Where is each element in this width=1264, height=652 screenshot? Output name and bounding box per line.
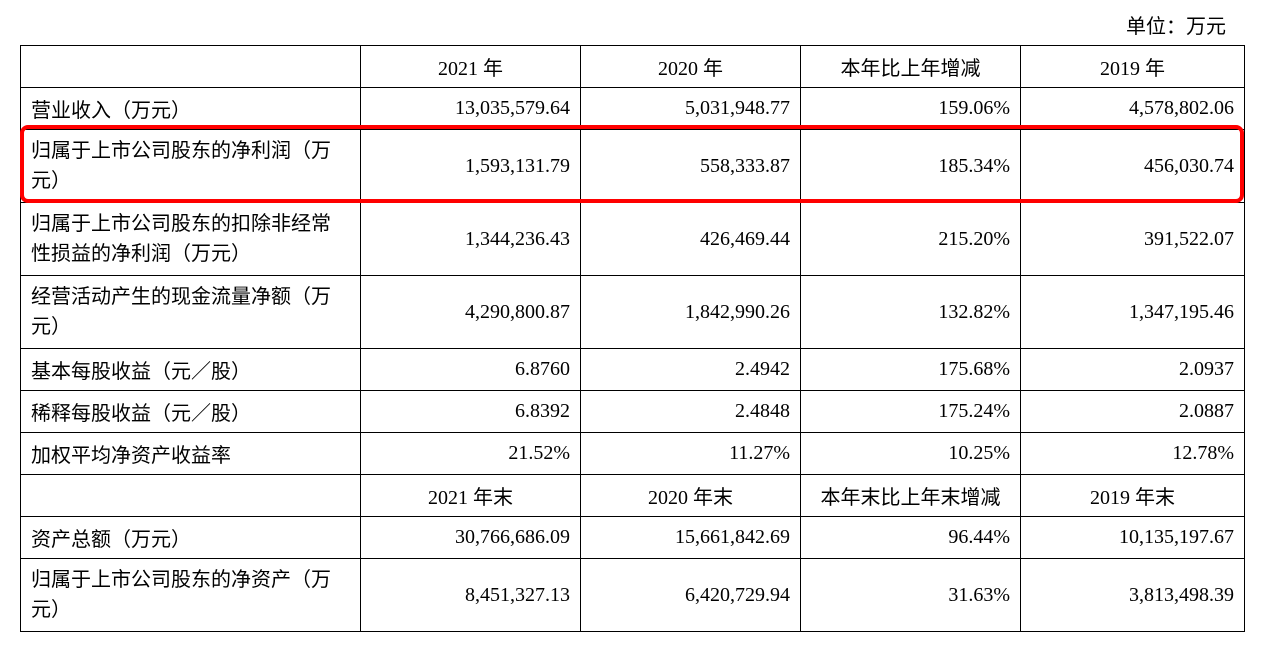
row-label: 归属于上市公司股东的扣除非经常性损益的净利润（万元） xyxy=(21,203,361,276)
column-header: 2021 年末 xyxy=(361,475,581,517)
table-header-row: 2021 年末2020 年末本年末比上年末增减2019 年末 xyxy=(21,475,1245,517)
cell-value: 5,031,948.77 xyxy=(581,88,801,130)
row-label: 基本每股收益（元／股） xyxy=(21,349,361,391)
table-row: 加权平均净资产收益率21.52%11.27%10.25%12.78% xyxy=(21,433,1245,475)
row-label: 资产总额（万元） xyxy=(21,517,361,559)
row-label: 稀释每股收益（元／股） xyxy=(21,391,361,433)
cell-value: 21.52% xyxy=(361,433,581,475)
cell-value: 30,766,686.09 xyxy=(361,517,581,559)
table-row: 资产总额（万元）30,766,686.0915,661,842.6996.44%… xyxy=(21,517,1245,559)
cell-value: 6.8392 xyxy=(361,391,581,433)
cell-value: 132.82% xyxy=(801,276,1021,349)
cell-value: 2.0937 xyxy=(1021,349,1245,391)
cell-value: 13,035,579.64 xyxy=(361,88,581,130)
cell-value: 391,522.07 xyxy=(1021,203,1245,276)
cell-value: 4,578,802.06 xyxy=(1021,88,1245,130)
cell-value: 11.27% xyxy=(581,433,801,475)
cell-value: 96.44% xyxy=(801,517,1021,559)
cell-value: 8,451,327.13 xyxy=(361,559,581,632)
cell-value: 31.63% xyxy=(801,559,1021,632)
table-row: 稀释每股收益（元／股）6.83922.4848175.24%2.0887 xyxy=(21,391,1245,433)
table-row: 营业收入（万元）13,035,579.645,031,948.77159.06%… xyxy=(21,88,1245,130)
column-header: 本年比上年增减 xyxy=(801,46,1021,88)
cell-value: 185.34% xyxy=(801,130,1021,203)
table-row: 基本每股收益（元／股）6.87602.4942175.68%2.0937 xyxy=(21,349,1245,391)
cell-value: 10,135,197.67 xyxy=(1021,517,1245,559)
table-row: 经营活动产生的现金流量净额（万元）4,290,800.871,842,990.2… xyxy=(21,276,1245,349)
cell-value: 215.20% xyxy=(801,203,1021,276)
column-header: 2019 年末 xyxy=(1021,475,1245,517)
cell-value: 426,469.44 xyxy=(581,203,801,276)
table-row: 归属于上市公司股东的净利润（万元）1,593,131.79558,333.871… xyxy=(21,130,1245,203)
cell-value: 15,661,842.69 xyxy=(581,517,801,559)
unit-label: 单位：万元 xyxy=(20,10,1226,39)
table-row: 归属于上市公司股东的扣除非经常性损益的净利润（万元）1,344,236.4342… xyxy=(21,203,1245,276)
row-label: 归属于上市公司股东的净利润（万元） xyxy=(21,130,361,203)
table-header-row: 2021 年2020 年本年比上年增减2019 年 xyxy=(21,46,1245,88)
row-label: 经营活动产生的现金流量净额（万元） xyxy=(21,276,361,349)
cell-value: 1,347,195.46 xyxy=(1021,276,1245,349)
cell-value: 2.4942 xyxy=(581,349,801,391)
financial-table: 2021 年2020 年本年比上年增减2019 年营业收入（万元）13,035,… xyxy=(20,45,1245,632)
row-label: 加权平均净资产收益率 xyxy=(21,433,361,475)
column-header: 2020 年 xyxy=(581,46,801,88)
column-header: 2021 年 xyxy=(361,46,581,88)
cell-value: 4,290,800.87 xyxy=(361,276,581,349)
cell-value: 175.24% xyxy=(801,391,1021,433)
cell-value: 558,333.87 xyxy=(581,130,801,203)
cell-value: 2.4848 xyxy=(581,391,801,433)
cell-value: 3,813,498.39 xyxy=(1021,559,1245,632)
cell-value: 1,344,236.43 xyxy=(361,203,581,276)
column-header: 2019 年 xyxy=(1021,46,1245,88)
cell-value: 6.8760 xyxy=(361,349,581,391)
column-header: 2020 年末 xyxy=(581,475,801,517)
table-wrap: 2021 年2020 年本年比上年增减2019 年营业收入（万元）13,035,… xyxy=(20,45,1244,632)
cell-value: 10.25% xyxy=(801,433,1021,475)
cell-value: 6,420,729.94 xyxy=(581,559,801,632)
cell-value: 456,030.74 xyxy=(1021,130,1245,203)
row-label: 归属于上市公司股东的净资产（万元） xyxy=(21,559,361,632)
cell-value: 2.0887 xyxy=(1021,391,1245,433)
cell-value: 1,593,131.79 xyxy=(361,130,581,203)
column-header: 本年末比上年末增减 xyxy=(801,475,1021,517)
cell-value: 12.78% xyxy=(1021,433,1245,475)
column-header xyxy=(21,475,361,517)
cell-value: 1,842,990.26 xyxy=(581,276,801,349)
cell-value: 159.06% xyxy=(801,88,1021,130)
row-label: 营业收入（万元） xyxy=(21,88,361,130)
table-row: 归属于上市公司股东的净资产（万元）8,451,327.136,420,729.9… xyxy=(21,559,1245,632)
cell-value: 175.68% xyxy=(801,349,1021,391)
column-header xyxy=(21,46,361,88)
